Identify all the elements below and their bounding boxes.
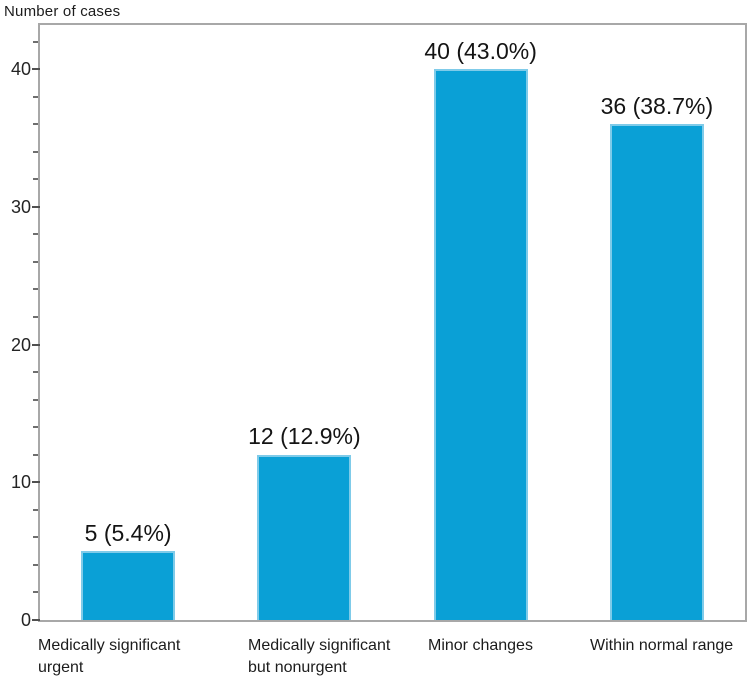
y-minor-tick-mark [33, 453, 38, 456]
y-minor-tick-mark [33, 95, 38, 98]
y-minor-tick-mark [33, 260, 38, 263]
bar-value-label: 5 (5.4%) [84, 519, 172, 546]
bar-value-label: 40 (43.0%) [424, 37, 537, 64]
y-minor-tick-mark [33, 123, 38, 126]
x-category-label-line: Minor changes [428, 637, 533, 654]
y-major-tick-mark [32, 205, 40, 208]
x-category-label: Medically significant but nonurgent [248, 635, 390, 678]
y-minor-tick-mark [33, 426, 38, 429]
y-minor-tick-mark [33, 508, 38, 511]
x-category-label-line: urgent [38, 659, 84, 676]
bar [81, 551, 176, 620]
y-minor-tick-mark [33, 536, 38, 539]
y-tick-label: 30 [10, 196, 31, 217]
x-category-label-line: Within normal range [590, 637, 734, 654]
x-category-label: Within normal range [590, 635, 733, 657]
y-major-tick-mark [32, 68, 40, 71]
bar [609, 124, 704, 620]
plot-area: 5 (5.4%) 12 (12.9%) 40 (43.0%) 36 (38.7%) [32, 25, 745, 621]
y-minor-tick-mark [33, 591, 38, 594]
x-category-label-line: but nonurgent [248, 659, 347, 676]
y-tick-label: 40 [10, 59, 31, 80]
y-tick-label: 0 [20, 610, 31, 630]
bar-value-label: 36 (38.7%) [600, 92, 714, 119]
y-minor-tick-mark [33, 371, 38, 374]
y-minor-tick-mark [33, 178, 38, 181]
y-minor-tick-mark [33, 233, 38, 236]
x-category-label-line: Medically significant [248, 637, 391, 654]
bar [433, 69, 528, 620]
y-minor-tick-mark [33, 563, 38, 566]
bar-value-label: 12 (12.9%) [248, 423, 361, 450]
y-minor-tick-mark [33, 288, 38, 291]
x-category-label: Minor changes [428, 635, 533, 657]
y-major-tick-mark [32, 619, 40, 621]
x-category-label-line: Medically significant [38, 637, 181, 654]
y-tick-label: 10 [10, 472, 31, 493]
bar [257, 454, 352, 620]
y-major-tick-mark [32, 343, 40, 346]
y-minor-tick-mark [33, 150, 38, 153]
y-minor-tick-mark [33, 40, 38, 43]
y-minor-tick-mark [33, 398, 38, 401]
y-axis-title: Number of cases [4, 3, 121, 20]
y-minor-tick-mark [33, 315, 38, 318]
x-category-label: Medically significant urgent [38, 635, 180, 678]
y-tick-label: 20 [10, 334, 31, 355]
y-major-tick-mark [32, 481, 40, 484]
